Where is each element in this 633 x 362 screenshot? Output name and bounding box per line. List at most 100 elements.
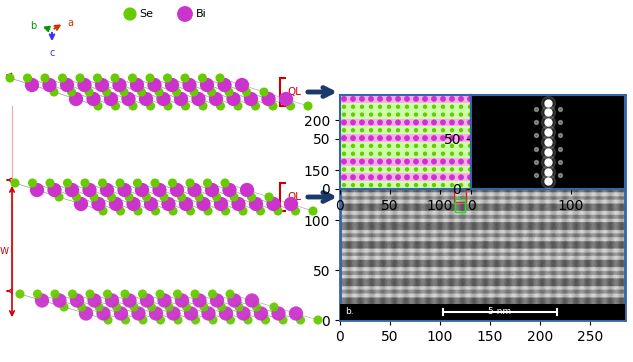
Point [411, 174, 421, 180]
Bar [340, 95, 471, 103]
Point [138, 317, 148, 323]
Point [128, 201, 139, 207]
Point [115, 208, 125, 214]
Point [207, 187, 217, 193]
Bar [340, 173, 471, 181]
Point [411, 167, 421, 172]
Point [15, 291, 25, 297]
Point [49, 187, 60, 193]
Point [199, 304, 209, 310]
Point [120, 317, 130, 323]
Point [411, 151, 421, 157]
Point [251, 201, 261, 207]
Point [402, 182, 412, 188]
Point [543, 169, 553, 174]
Point [137, 89, 147, 95]
Point [393, 159, 403, 164]
Point [27, 82, 37, 88]
Point [146, 304, 156, 310]
Point [84, 187, 94, 193]
Point [220, 180, 230, 186]
Point [366, 174, 376, 180]
Point [32, 291, 42, 297]
Point [168, 311, 179, 316]
Point [348, 159, 358, 164]
Point [393, 96, 403, 102]
Point [176, 96, 186, 102]
Point [84, 89, 94, 95]
Point [402, 174, 412, 180]
Bar [340, 103, 471, 111]
Point [555, 119, 565, 125]
Point [429, 174, 439, 180]
Point [286, 201, 296, 207]
Point [186, 311, 196, 316]
Point [438, 174, 448, 180]
Point [543, 149, 553, 155]
Point [94, 201, 104, 207]
Point [146, 103, 156, 109]
Point [420, 135, 430, 141]
Point [531, 159, 541, 165]
Point [366, 112, 376, 118]
Point [220, 208, 230, 214]
Point [103, 291, 113, 297]
Point [402, 112, 412, 118]
Point [106, 194, 116, 200]
Point [465, 143, 475, 149]
Point [154, 89, 164, 95]
Point [151, 208, 161, 214]
Point [67, 187, 77, 193]
Point [185, 208, 196, 214]
Point [229, 298, 239, 303]
Point [375, 174, 385, 180]
Point [393, 104, 403, 110]
Point [215, 75, 225, 81]
Point [212, 298, 222, 303]
Point [129, 304, 139, 310]
Point [402, 159, 412, 164]
Point [429, 151, 439, 157]
Point [411, 119, 421, 125]
Point [94, 304, 104, 310]
Point [63, 180, 73, 186]
Point [216, 304, 227, 310]
Point [79, 82, 89, 88]
Point [447, 112, 457, 118]
Point [54, 298, 65, 303]
Point [366, 127, 376, 133]
Text: c: c [49, 48, 54, 58]
Point [531, 172, 541, 178]
Point [420, 96, 430, 102]
Point [393, 182, 403, 188]
Point [59, 304, 69, 310]
Point [420, 119, 430, 125]
Point [66, 89, 77, 95]
Bar [340, 142, 471, 150]
Point [163, 103, 173, 109]
Point [393, 112, 403, 118]
Point [149, 82, 160, 88]
Point [81, 311, 91, 316]
Point [164, 304, 174, 310]
Point [116, 311, 126, 316]
Point [384, 174, 394, 180]
Point [281, 96, 291, 102]
Point [5, 75, 15, 81]
Point [375, 112, 385, 118]
Point [357, 151, 367, 157]
Point [216, 201, 226, 207]
Point [447, 96, 457, 102]
Bar [340, 111, 471, 118]
Text: Bi: Bi [196, 9, 207, 19]
Point [429, 159, 439, 164]
Point [375, 135, 385, 141]
Point [103, 317, 113, 323]
Point [106, 96, 116, 102]
Point [225, 317, 235, 323]
Point [531, 132, 541, 138]
Point [224, 89, 234, 95]
Point [184, 82, 194, 88]
Point [366, 96, 376, 102]
Point [384, 143, 394, 149]
